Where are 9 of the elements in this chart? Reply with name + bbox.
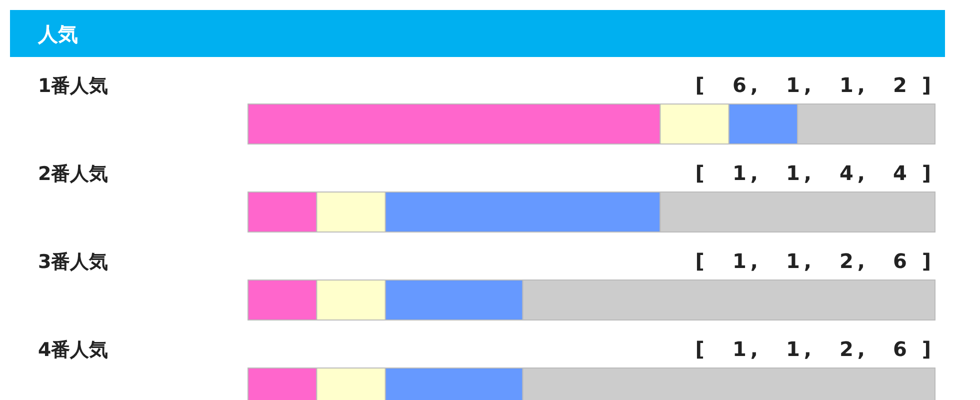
annotation: [ 1, 1, 4, 4 ] — [695, 161, 935, 185]
y-tick-label: 4番人気 — [38, 339, 108, 361]
text: 人気 — [37, 22, 78, 46]
y-tick-label: 1番人気 — [38, 75, 108, 97]
annotation: [ 1, 1, 2, 6 ] — [695, 337, 935, 361]
annotation: [ 6, 1, 1, 2 ] — [695, 73, 935, 97]
annotation: [ 1, 1, 2, 6 ] — [695, 249, 935, 273]
y-tick-label: 3番人気 — [38, 251, 108, 273]
y-tick-label: 2番人気 — [38, 163, 108, 185]
